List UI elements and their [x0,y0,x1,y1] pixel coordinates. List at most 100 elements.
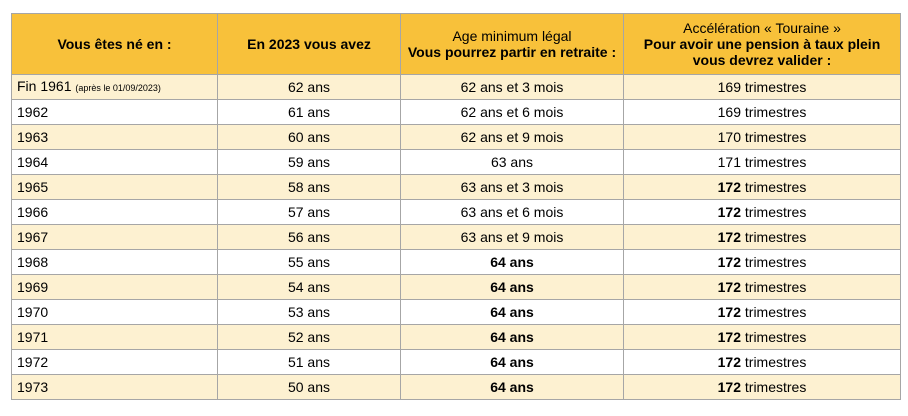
header-min-age-line1: Age minimum légal [452,28,572,44]
birth-year-value: 1973 [17,379,49,395]
header-quarters-line1: Accélération « Touraine » [683,20,841,36]
retirement-table: Vous êtes né en : En 2023 vous avez Age … [11,13,901,400]
quarters-unit: trimestres [744,379,807,395]
birth-year-value: Fin 1961 [17,78,72,94]
cell-quarters: 169 trimestres [623,99,901,125]
min-age-value: 64 ans [490,304,534,320]
quarters-unit: trimestres [744,304,807,320]
cell-min-age: 62 ans et 6 mois [400,99,624,125]
age-2023-value: 55 ans [287,254,331,270]
quarters-number: 172 [717,179,741,195]
table-header: Vous êtes né en : En 2023 vous avez Age … [11,13,901,75]
table-row: 1965 58 ans 63 ans et 3 mois 172 trimestres [11,174,901,200]
age-2023-value: 59 ans [287,154,331,170]
cell-age-2023: 57 ans [217,199,401,225]
quarters-unit: trimestres [744,354,807,370]
cell-birth-year: 1965 [11,174,218,200]
min-age-value: 63 ans et 9 mois [460,229,564,245]
cell-min-age: 63 ans et 9 mois [400,224,624,250]
header-quarters-line2: Pour avoir une pension à taux plein [643,36,881,52]
cell-quarters: 172 trimestres [623,274,901,300]
cell-age-2023: 50 ans [217,374,401,400]
header-quarters: Accélération « Touraine » Pour avoir une… [623,13,901,75]
age-2023-value: 50 ans [287,379,331,395]
quarters-unit: trimestres [744,279,807,295]
birth-year-value: 1964 [17,154,49,170]
quarters-number: 172 [717,229,741,245]
cell-birth-year: 1970 [11,299,218,325]
cell-quarters: 172 trimestres [623,349,901,375]
table-row: 1972 51 ans 64 ans 172 trimestres [11,349,901,375]
table-row: Fin 1961 (après le 01/09/2023) 62 ans 62 a… [11,74,901,100]
birth-year-value: 1965 [17,179,49,195]
age-2023-value: 57 ans [287,204,331,220]
header-quarters-line3: vous devrez valider : [692,52,832,68]
quarters-unit: trimestres [744,104,807,120]
header-row: Vous êtes né en : En 2023 vous avez Age … [11,13,901,75]
table-body: Fin 1961 (après le 01/09/2023) 62 ans 62 a… [11,74,901,400]
cell-quarters: 171 trimestres [623,149,901,175]
cell-quarters: 170 trimestres [623,124,901,150]
min-age-value: 64 ans [490,254,534,270]
birth-year-note: (après le 01/09/2023) [75,83,161,93]
cell-quarters: 172 trimestres [623,224,901,250]
quarters-number: 170 [717,129,741,145]
birth-year-value: 1968 [17,254,49,270]
cell-min-age: 64 ans [400,249,624,275]
cell-birth-year: 1967 [11,224,218,250]
quarters-number: 171 [717,154,741,170]
cell-quarters: 172 trimestres [623,299,901,325]
min-age-value: 64 ans [490,279,534,295]
quarters-number: 172 [717,254,741,270]
cell-age-2023: 52 ans [217,324,401,350]
cell-min-age: 62 ans et 3 mois [400,74,624,100]
quarters-unit: trimestres [744,129,807,145]
table-row: 1970 53 ans 64 ans 172 trimestres [11,299,901,325]
quarters-number: 172 [717,379,741,395]
cell-min-age: 64 ans [400,349,624,375]
birth-year-value: 1969 [17,279,49,295]
table-row: 1967 56 ans 63 ans et 9 mois 172 trimestres [11,224,901,250]
age-2023-value: 51 ans [287,354,331,370]
header-age-2023: En 2023 vous avez [217,13,401,75]
cell-age-2023: 60 ans [217,124,401,150]
cell-quarters: 172 trimestres [623,374,901,400]
cell-quarters: 172 trimestres [623,324,901,350]
quarters-number: 172 [717,354,741,370]
cell-min-age: 64 ans [400,324,624,350]
birth-year-value: 1962 [17,104,49,120]
cell-quarters: 169 trimestres [623,74,901,100]
table-row: 1962 61 ans 62 ans et 6 mois 169 trimestres [11,99,901,125]
cell-birth-year: 1968 [11,249,218,275]
birth-year-value: 1967 [17,229,49,245]
header-min-age: Age minimum légal Vous pourrez partir en… [400,13,624,75]
cell-quarters: 172 trimestres [623,199,901,225]
table-row: 1971 52 ans 64 ans 172 trimestres [11,324,901,350]
cell-min-age: 63 ans et 3 mois [400,174,624,200]
quarters-number: 172 [717,329,741,345]
cell-age-2023: 55 ans [217,249,401,275]
age-2023-value: 53 ans [287,304,331,320]
cell-birth-year: 1964 [11,149,218,175]
birth-year-value: 1970 [17,304,49,320]
cell-quarters: 172 trimestres [623,174,901,200]
quarters-number: 172 [717,279,741,295]
table-row: 1966 57 ans 63 ans et 6 mois 172 trimestres [11,199,901,225]
quarters-unit: trimestres [744,254,807,270]
birth-year-value: 1971 [17,329,49,345]
cell-age-2023: 58 ans [217,174,401,200]
cell-min-age: 64 ans [400,274,624,300]
quarters-number: 169 [717,79,741,95]
table-row: 1969 54 ans 64 ans 172 trimestres [11,274,901,300]
cell-min-age: 62 ans et 9 mois [400,124,624,150]
birth-year-value: 1972 [17,354,49,370]
min-age-value: 62 ans et 6 mois [460,104,564,120]
cell-birth-year: 1971 [11,324,218,350]
min-age-value: 62 ans et 9 mois [460,129,564,145]
min-age-value: 63 ans [490,154,534,170]
cell-age-2023: 59 ans [217,149,401,175]
age-2023-value: 52 ans [287,329,331,345]
age-2023-value: 56 ans [287,229,331,245]
header-birth-year-label: Vous êtes né en : [57,36,172,52]
min-age-value: 64 ans [490,354,534,370]
